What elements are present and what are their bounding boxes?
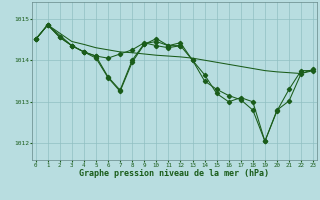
X-axis label: Graphe pression niveau de la mer (hPa): Graphe pression niveau de la mer (hPa) <box>79 169 269 178</box>
